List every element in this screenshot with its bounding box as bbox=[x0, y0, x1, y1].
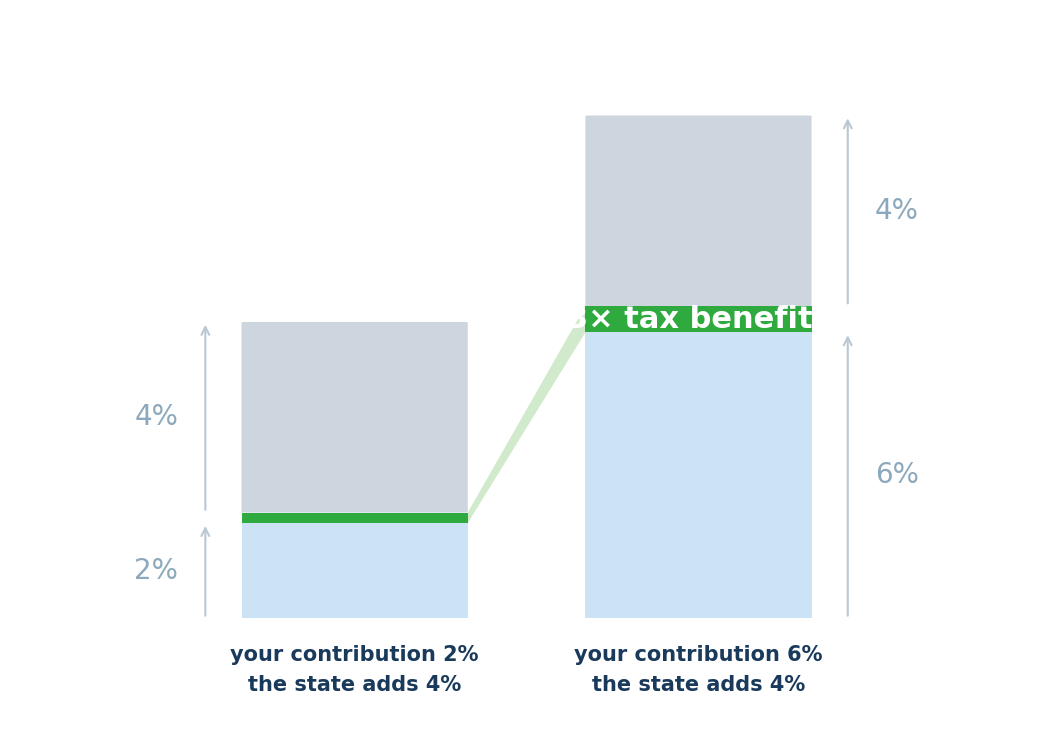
Bar bbox=[586, 332, 811, 619]
Bar bbox=[586, 306, 811, 332]
Text: 6%: 6% bbox=[875, 461, 918, 490]
Text: your contribution 2%
the state adds 4%: your contribution 2% the state adds 4% bbox=[231, 645, 478, 695]
Text: 3× tax benefit: 3× tax benefit bbox=[567, 304, 812, 334]
Bar bbox=[241, 524, 468, 619]
Text: 2%: 2% bbox=[134, 556, 178, 585]
Text: 4%: 4% bbox=[875, 196, 918, 225]
FancyBboxPatch shape bbox=[586, 116, 811, 306]
Text: your contribution 6%
the state adds 4%: your contribution 6% the state adds 4% bbox=[574, 645, 823, 695]
Bar bbox=[241, 513, 468, 523]
Polygon shape bbox=[468, 306, 586, 524]
Text: 4%: 4% bbox=[134, 404, 178, 431]
FancyBboxPatch shape bbox=[241, 322, 468, 513]
